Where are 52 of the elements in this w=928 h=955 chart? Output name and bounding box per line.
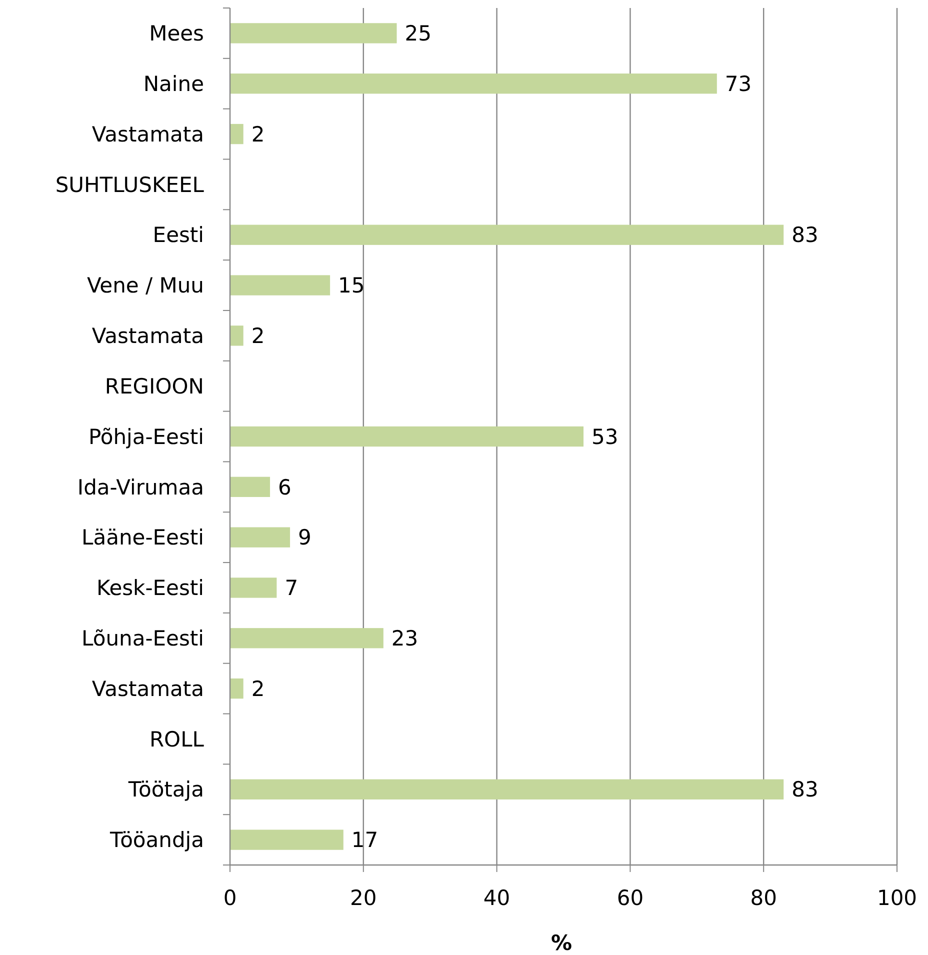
data-label: 2: [251, 676, 265, 701]
data-label: 23: [391, 626, 418, 650]
y-tick-label: ROLL: [149, 727, 204, 752]
y-tick-label: SUHTLUSKEEL: [55, 172, 204, 197]
bar: [230, 830, 344, 850]
data-label: 6: [278, 475, 292, 500]
x-tick-label: 20: [350, 886, 377, 910]
bar: [230, 527, 290, 548]
y-tick-label: Naine: [143, 72, 204, 96]
bar: [230, 678, 244, 699]
data-label: 83: [792, 223, 818, 248]
data-label: 73: [724, 72, 752, 96]
bar: [230, 426, 584, 447]
bar: [230, 578, 277, 598]
y-tick-label: Vastamata: [92, 676, 204, 701]
y-tick-label: Vene / Muu: [86, 274, 204, 298]
y-tick-label: Lõuna-Eesti: [82, 626, 204, 650]
data-label: 2: [251, 122, 265, 146]
x-tick-label: 60: [616, 886, 644, 910]
x-tick-label: 0: [223, 886, 237, 910]
y-tick-label: Vastamata: [92, 122, 204, 146]
y-tick-label: REGIOON: [104, 374, 204, 398]
bar: [230, 476, 270, 497]
data-label: 25: [404, 22, 432, 46]
bar: [230, 224, 784, 245]
bar: [230, 326, 244, 346]
bar: [230, 779, 784, 800]
bar: [230, 124, 244, 144]
data-label: 17: [351, 828, 378, 852]
data-label: 83: [792, 778, 818, 802]
data-label: 9: [298, 526, 312, 550]
y-tick-label: Töötaja: [127, 778, 204, 802]
data-label: 53: [592, 424, 618, 449]
x-tick-label: 40: [483, 886, 510, 910]
y-tick-label: Ida-Virumaa: [77, 475, 204, 500]
y-tick-label: Mees: [149, 22, 204, 46]
x-tick-label: 80: [750, 886, 777, 910]
data-label: 15: [338, 274, 365, 298]
bar: [230, 23, 397, 44]
bar: [230, 74, 717, 94]
data-label: 2: [251, 324, 265, 348]
y-tick-label: Eesti: [152, 223, 204, 248]
y-tick-label: Kesk-Eesti: [96, 576, 204, 600]
y-tick-label: Põhja-Eesti: [88, 424, 204, 449]
y-tick-label: Lääne-Eesti: [82, 526, 204, 550]
bar: [230, 275, 330, 296]
y-tick-label: Tööandja: [109, 828, 204, 852]
x-axis-title: %: [550, 931, 572, 955]
y-tick-label: Vastamata: [92, 324, 204, 348]
x-tick-label: 100: [876, 886, 918, 910]
data-label: 7: [284, 576, 298, 600]
bar: [230, 628, 384, 648]
